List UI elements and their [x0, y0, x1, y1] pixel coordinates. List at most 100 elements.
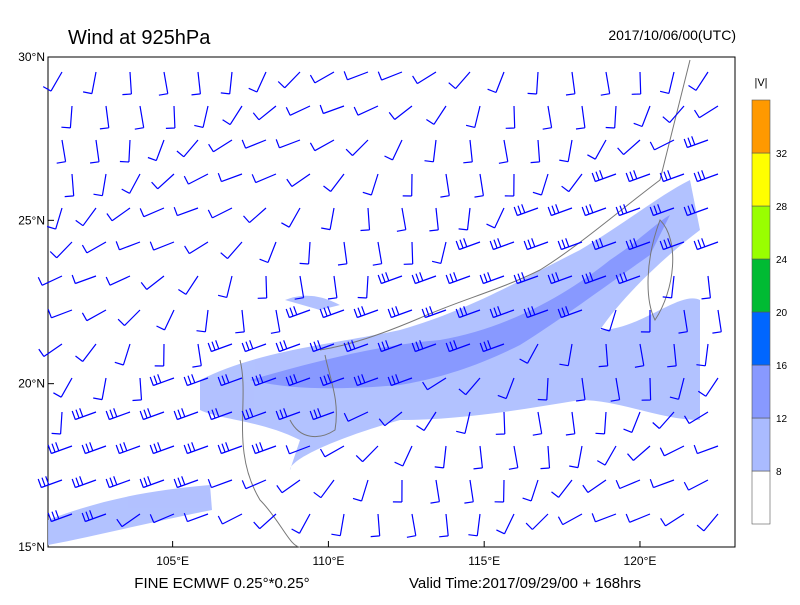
wind-barb	[370, 513, 381, 538]
wind-barb	[99, 105, 110, 130]
wind-barb	[47, 442, 73, 455]
coastline	[239, 359, 301, 548]
wind-barb	[660, 513, 685, 527]
wind-barb	[598, 343, 609, 368]
wind-barb	[71, 476, 97, 489]
wind-barb	[557, 306, 583, 319]
wind-barb	[557, 238, 583, 251]
wind-barb	[557, 513, 583, 526]
wind-barb	[683, 136, 709, 149]
wind-barb	[600, 71, 611, 96]
wind-barb	[551, 479, 573, 498]
wind-barb	[251, 374, 277, 387]
wind-barb	[712, 309, 722, 334]
wind-barb	[149, 241, 175, 251]
wind-barb	[309, 71, 335, 84]
wind-barb	[659, 71, 675, 94]
wind-barb	[523, 238, 549, 251]
wind-barb	[530, 139, 541, 164]
wind-barb	[678, 309, 688, 334]
shade-region	[250, 215, 670, 389]
wind-barb	[275, 139, 301, 149]
wind-barb	[489, 306, 515, 319]
shade-region	[200, 180, 700, 470]
wind-barb	[82, 71, 97, 95]
wind-barb	[275, 340, 301, 353]
wind-barb	[46, 207, 63, 230]
wind-barb	[595, 411, 607, 435]
wind-barb	[523, 306, 549, 319]
wind-barb	[139, 476, 165, 489]
wind-barb	[149, 374, 175, 387]
wind-barb	[659, 170, 685, 183]
wind-barb	[597, 445, 617, 466]
wind-barb	[377, 340, 403, 353]
wind-barb	[431, 241, 447, 264]
wind-barb	[591, 513, 617, 523]
colorbar-segment	[751, 258, 771, 313]
wind-barb	[357, 275, 369, 299]
wind-barb	[591, 170, 617, 183]
wind-barb	[319, 374, 345, 387]
wind-barb	[388, 105, 413, 120]
wind-barb	[319, 104, 345, 115]
wind-barb	[547, 204, 573, 217]
wind-barb	[106, 207, 131, 222]
wind-barb	[122, 71, 132, 96]
wind-barb	[132, 377, 143, 402]
axes: 105°E 110°E 115°E 120°E 15°N 20°N 25°N 30°N	[18, 50, 656, 568]
wind-barb	[149, 442, 175, 455]
wind-barb	[176, 139, 199, 158]
colorbar-tick-label: 20	[776, 308, 788, 319]
wind-barb	[323, 173, 345, 192]
wind-barb	[355, 445, 379, 463]
wind-barb	[196, 309, 209, 333]
wind-barb	[519, 343, 539, 364]
wind-barb	[235, 309, 245, 334]
wind-barb	[473, 445, 483, 470]
model-label: FINE ECMWF 0.25°*0.25°	[134, 575, 309, 592]
wind-barb	[217, 513, 243, 525]
x-tick-label: 105°E	[156, 554, 189, 568]
wind-barb	[93, 377, 107, 401]
wind-barb	[345, 139, 369, 157]
colorbar-segment	[751, 311, 771, 366]
wind-barbs	[37, 71, 722, 538]
wind-barb	[56, 139, 67, 164]
colorbar-tick-label: 12	[776, 414, 788, 425]
title: Wind at 925hPa	[68, 27, 211, 49]
wind-barb	[406, 513, 417, 538]
map-frame	[47, 56, 736, 548]
shade-region	[285, 295, 340, 310]
wind-barb	[634, 343, 645, 368]
wind-barb	[693, 444, 719, 455]
wind-barb	[184, 241, 209, 255]
wind-barb	[319, 306, 345, 319]
wind-barb	[532, 173, 549, 196]
wind-barb	[299, 241, 311, 265]
wind-barb	[547, 272, 573, 285]
wind-barb	[625, 513, 651, 523]
wind-barb	[697, 377, 719, 397]
wind-barb	[576, 377, 586, 402]
wind-barb	[464, 479, 474, 504]
wind-barb	[591, 238, 617, 251]
wind-barb	[422, 377, 447, 391]
wind-barb	[71, 408, 97, 421]
y-tick-label: 25°N	[18, 213, 45, 227]
wind-barb	[479, 340, 505, 353]
wind-barb	[688, 71, 709, 91]
wind-barb	[494, 479, 505, 503]
wind-barb	[38, 343, 63, 357]
wind-barb	[542, 105, 553, 130]
x-tick-label: 120°E	[624, 554, 657, 568]
wind-barb	[81, 510, 107, 523]
wind-barb	[208, 139, 233, 153]
wind-barb	[625, 238, 651, 251]
wind-barb	[615, 204, 641, 217]
wind-barb	[192, 343, 202, 368]
wind-barb	[411, 340, 437, 353]
wind-barb	[411, 272, 437, 285]
wind-barb	[440, 173, 450, 198]
